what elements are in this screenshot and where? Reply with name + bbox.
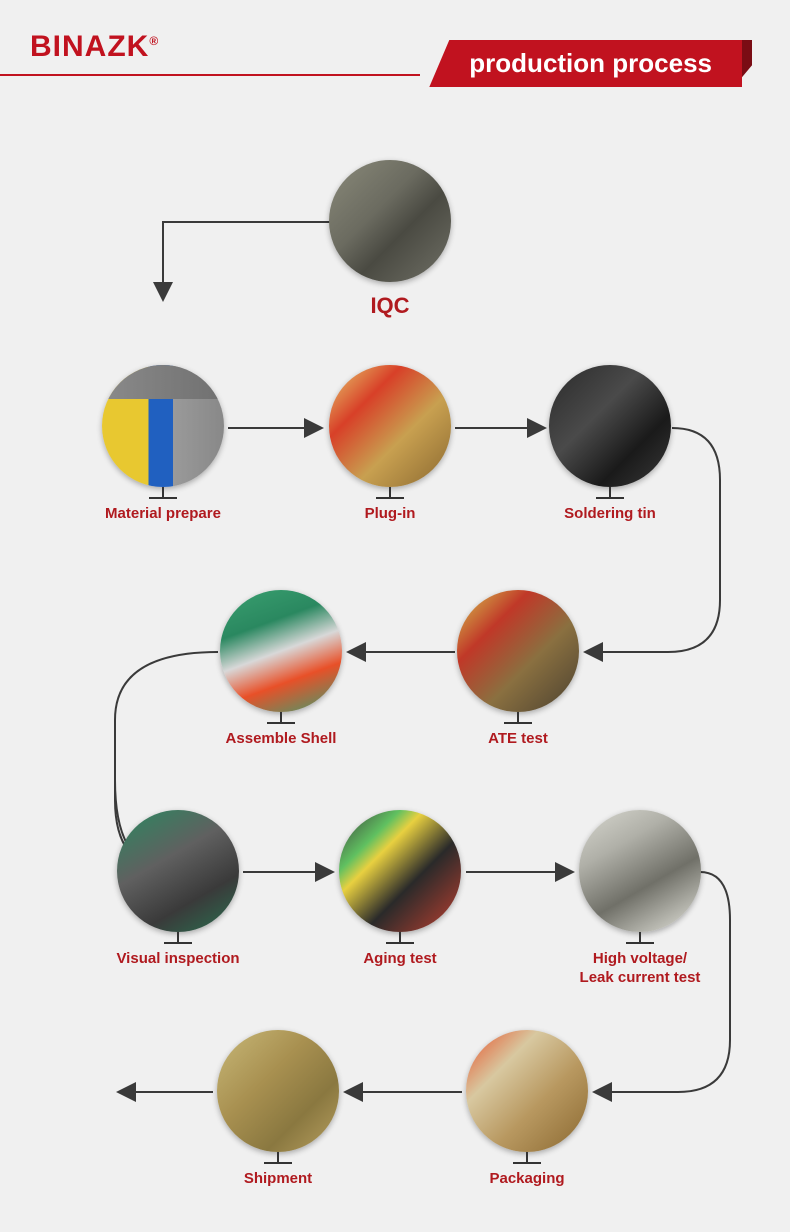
node-label-hv: High voltage/ Leak current test	[550, 950, 730, 988]
node-image-solder	[549, 365, 671, 487]
node-tick	[513, 1158, 541, 1166]
node-tick	[164, 938, 192, 946]
process-node-ate: ATE test	[428, 590, 608, 749]
process-node-material: Material prepare	[73, 365, 253, 524]
node-label-aging: Aging test	[310, 950, 490, 969]
node-label-solder: Soldering tin	[520, 505, 700, 524]
node-tick	[264, 1158, 292, 1166]
node-tick	[504, 718, 532, 726]
node-image-plugin	[329, 365, 451, 487]
process-node-packaging: Packaging	[437, 1030, 617, 1189]
process-node-shipment: Shipment	[188, 1030, 368, 1189]
node-label-visual: Visual inspection	[88, 950, 268, 969]
process-node-iqc: IQC	[300, 160, 480, 320]
node-tick	[386, 938, 414, 946]
node-tick	[149, 493, 177, 501]
node-label-material: Material prepare	[73, 505, 253, 524]
node-tick	[376, 493, 404, 501]
process-node-visual: Visual inspection	[88, 810, 268, 969]
node-label-shipment: Shipment	[188, 1170, 368, 1189]
node-image-material	[102, 365, 224, 487]
node-tick	[267, 718, 295, 726]
node-image-hv	[579, 810, 701, 932]
node-label-iqc: IQC	[300, 292, 480, 320]
node-label-packaging: Packaging	[437, 1170, 617, 1189]
node-tick	[626, 938, 654, 946]
node-image-visual	[117, 810, 239, 932]
node-label-plugin: Plug-in	[300, 505, 480, 524]
node-image-shipment	[217, 1030, 339, 1152]
node-image-iqc	[329, 160, 451, 282]
node-label-assemble: Assemble Shell	[191, 730, 371, 749]
node-image-aging	[339, 810, 461, 932]
process-node-hv: High voltage/ Leak current test	[550, 810, 730, 988]
process-node-aging: Aging test	[310, 810, 490, 969]
process-node-plugin: Plug-in	[300, 365, 480, 524]
process-node-solder: Soldering tin	[520, 365, 700, 524]
node-image-ate	[457, 590, 579, 712]
node-tick	[596, 493, 624, 501]
node-image-assemble	[220, 590, 342, 712]
process-node-assemble: Assemble Shell	[191, 590, 371, 749]
node-label-ate: ATE test	[428, 730, 608, 749]
node-image-packaging	[466, 1030, 588, 1152]
